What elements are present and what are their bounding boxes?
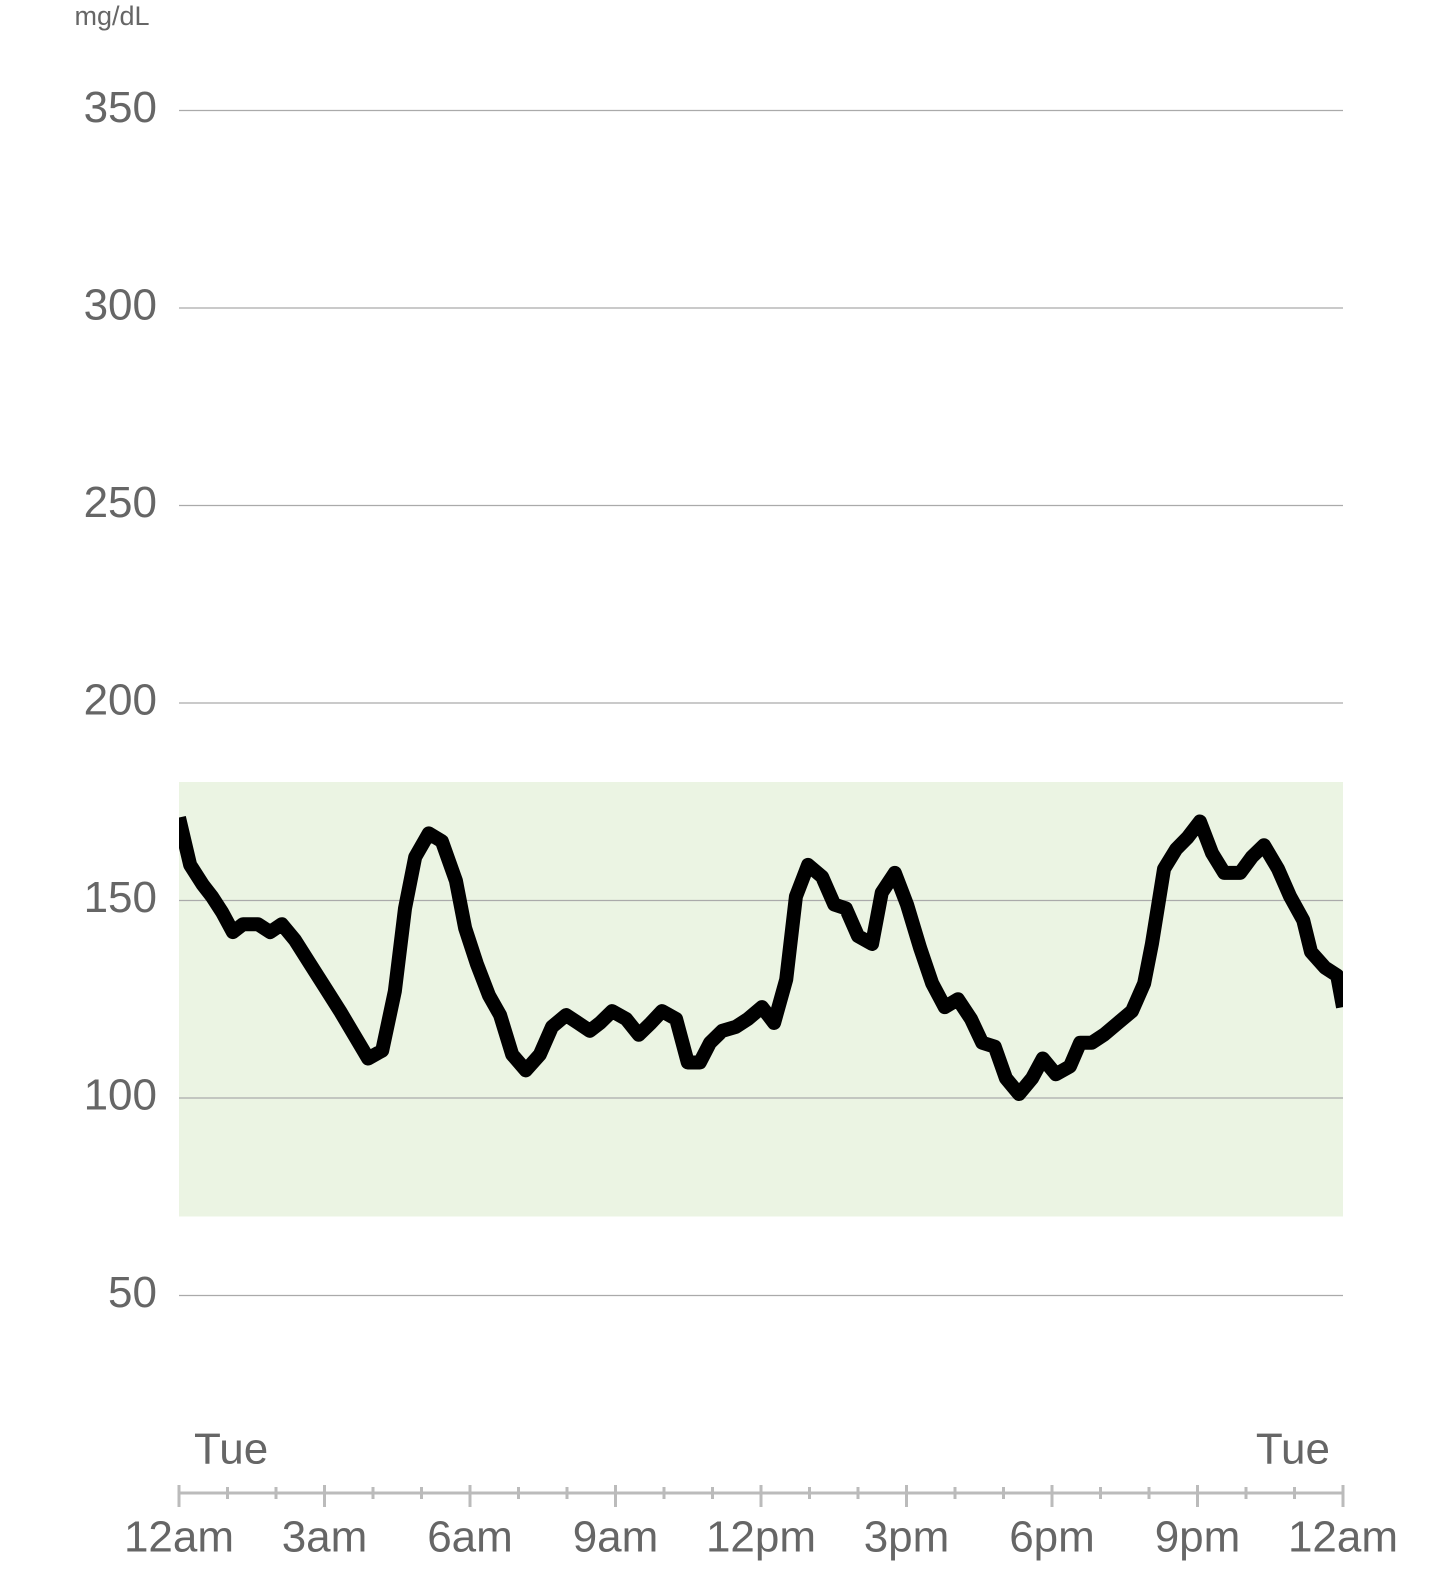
x-tick-label: 12am [124,1513,234,1562]
x-tick-label: 12am [1288,1513,1398,1562]
y-tick-label: 250 [84,478,157,527]
x-tick-label: 6am [427,1513,513,1562]
y-axis-unit: mg/dL [74,1,149,31]
y-tick-label: 50 [108,1268,157,1317]
y-tick-label: 350 [84,83,157,132]
glucose-line [179,814,1343,1102]
x-tick-label: 9am [573,1513,659,1562]
x-tick-label: 9pm [1155,1513,1241,1562]
y-tick-label: 150 [84,873,157,922]
day-label: Tue [194,1425,268,1474]
day-label: Tue [1256,1425,1330,1474]
y-tick-label: 200 [84,676,157,725]
x-tick-label: 6pm [1009,1513,1095,1562]
x-tick-label: 3am [282,1513,368,1562]
x-tick-label: 3pm [864,1513,950,1562]
target-range [179,782,1343,1217]
y-tick-label: 300 [84,281,157,330]
x-tick-label: 12pm [706,1513,816,1562]
y-tick-label: 100 [84,1071,157,1120]
